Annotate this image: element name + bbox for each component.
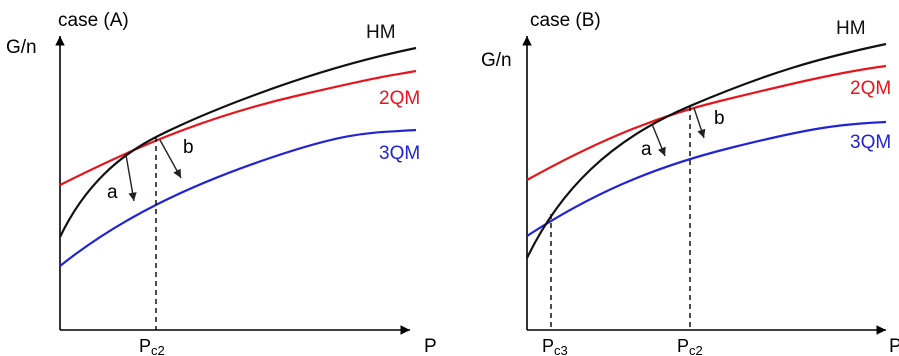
panel-b-arrow-a-label: a xyxy=(641,139,652,160)
panel-b-curve-3qm xyxy=(526,120,887,237)
panel-b-tick-pc2-sub: c2 xyxy=(689,343,703,356)
panel-a-tick-pc2-sub: c2 xyxy=(151,343,165,356)
panel-a-y-axis-label: G/n xyxy=(6,37,37,58)
panel-a-arrow-b xyxy=(159,139,182,179)
panel-b-arrow-b-label: b xyxy=(714,108,725,129)
panel-a-label-2qm: 2QM xyxy=(379,88,420,109)
panel-b-tick-pc2-main: P xyxy=(677,336,689,356)
panel-b-tick-pc3: Pc3 xyxy=(542,336,568,356)
panel-b-curve-2qm xyxy=(526,64,887,181)
panel-a-arrow-a-label: a xyxy=(107,182,118,203)
panel-b-x-axis-label: P xyxy=(889,336,899,356)
panel-a-tick-pc2-main: P xyxy=(139,336,151,356)
panel-a-x-axis-label: P xyxy=(424,336,437,356)
panel-a-label-hm: HM xyxy=(366,22,396,43)
panel-a-curve-hm xyxy=(59,46,417,238)
panel-b: case (B) G/n P a b HM 2QM 3QM Pc3 Pc2 xyxy=(481,10,899,356)
panel-b-arrow-a xyxy=(651,123,666,157)
panel-a-title: case (A) xyxy=(58,10,129,31)
panel-b-arrow-b xyxy=(693,107,706,139)
panel-b-y-axis-label: G/n xyxy=(481,50,512,71)
panel-a-arrow-b-label: b xyxy=(183,137,194,158)
panel-b-title: case (B) xyxy=(530,10,601,31)
panel-a-arrow-a xyxy=(125,154,137,202)
panel-b-label-hm: HM xyxy=(836,18,866,39)
panel-b-tick-pc3-main: P xyxy=(542,336,554,356)
panel-a: case (A) G/n P a b HM 2QM 3QM Pc2 xyxy=(6,10,437,356)
panel-b-tick-pc2: Pc2 xyxy=(677,336,703,356)
panel-a-curve-3qm xyxy=(59,128,417,267)
panel-a-label-3qm: 3QM xyxy=(379,143,420,164)
panel-b-label-2qm: 2QM xyxy=(850,78,891,99)
panel-b-label-3qm: 3QM xyxy=(850,132,891,153)
panel-a-curve-2qm xyxy=(59,69,417,186)
panel-a-tick-pc2: Pc2 xyxy=(139,336,165,356)
panel-b-tick-pc3-sub: c3 xyxy=(554,343,568,356)
